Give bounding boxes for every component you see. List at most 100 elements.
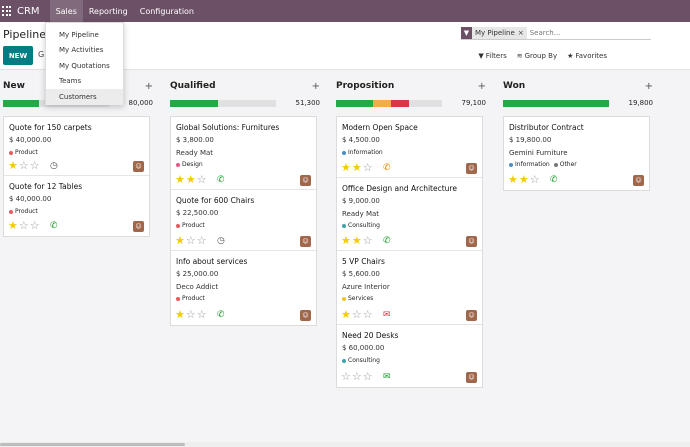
star-icon[interactable]: ★	[518, 173, 529, 186]
avatar[interactable]: ☺	[300, 310, 311, 321]
star-icon[interactable]: ★	[351, 161, 362, 174]
horizontal-scrollbar[interactable]	[0, 442, 690, 447]
quick-create-plus-icon[interactable]: +	[477, 81, 486, 92]
filters-button[interactable]: ▼ Filters	[478, 52, 506, 60]
star-icon[interactable]: ☆	[29, 159, 40, 172]
avatar[interactable]: ☺	[133, 161, 144, 172]
kanban-card[interactable]: Need 20 Desks $ 60,000.00 Consulting ☆ ☆ ☆ ✉ ☺	[337, 325, 482, 387]
phone-icon[interactable]: ✆	[383, 236, 391, 246]
star-icon[interactable]: ☆	[185, 308, 196, 321]
clock-icon[interactable]: ◷	[50, 161, 58, 171]
progress-segment[interactable]	[336, 100, 374, 107]
generate-leads-button[interactable]: Gl	[38, 50, 47, 59]
star-icon[interactable]: ★	[8, 159, 18, 172]
app-grid-icon[interactable]	[2, 6, 14, 16]
quick-create-plus-icon[interactable]: +	[311, 81, 320, 92]
star-icon[interactable]: ☆	[362, 234, 373, 247]
star-icon[interactable]: ☆	[351, 308, 362, 321]
avatar[interactable]: ☺	[466, 163, 477, 174]
favorites-button[interactable]: ★ Favorites	[567, 52, 607, 60]
column-header[interactable]: New +	[3, 81, 153, 95]
card-tags: Product	[176, 295, 205, 302]
quick-create-plus-icon[interactable]: +	[144, 81, 153, 92]
star-icon[interactable]: ★	[341, 308, 351, 321]
search-input[interactable]	[529, 28, 600, 37]
app-brand[interactable]: CRM	[17, 5, 40, 17]
kanban-card[interactable]: Quote for 150 carpets $ 40,000.00 Product ★…	[4, 117, 149, 176]
star-icon[interactable]: ★	[175, 173, 185, 186]
envelope-icon[interactable]: ✉	[383, 372, 391, 382]
avatar[interactable]: ☺	[300, 175, 311, 186]
kanban-card[interactable]: Quote for 12 Tables $ 40,000.00 Product ★ ☆ ☆…	[4, 176, 149, 236]
star-icon[interactable]: ☆	[196, 308, 207, 321]
menu-item-teams[interactable]: Teams	[59, 77, 82, 86]
star-icon[interactable]: ★	[508, 173, 518, 186]
menu-sales[interactable]: Sales	[49, 0, 83, 22]
star-icon[interactable]: ☆	[18, 219, 29, 232]
menu-item-my-activities[interactable]: My Activities	[59, 46, 104, 55]
star-icon[interactable]: ☆	[362, 370, 373, 383]
avatar[interactable]: ☺	[466, 310, 477, 321]
star-icon[interactable]: ★	[175, 234, 185, 247]
star-icon[interactable]: ☆	[196, 234, 207, 247]
progress-segment[interactable]	[3, 100, 40, 107]
phone-icon[interactable]: ✆	[217, 175, 225, 185]
kanban-card[interactable]: Office Design and Architecture $ 9,000.00…	[337, 178, 482, 251]
column-progress-bar[interactable]	[336, 100, 442, 107]
menu-item-my-quotations[interactable]: My Quotations	[59, 61, 110, 70]
kanban-card[interactable]: Quote for 600 Chairs $ 22,500.00 Product ★ ☆…	[171, 190, 316, 251]
column-total: 51,300	[295, 99, 321, 107]
avatar[interactable]: ☺	[133, 221, 144, 232]
envelope-icon[interactable]: ✉	[383, 310, 391, 320]
kanban-card[interactable]: Modern Open Space $ 4,500.00 Information ★ ★…	[337, 117, 482, 178]
avatar[interactable]: ☺	[633, 175, 644, 186]
progress-segment[interactable]	[373, 100, 392, 107]
star-icon[interactable]: ★	[341, 234, 351, 247]
star-icon[interactable]: ☆	[529, 173, 540, 186]
column-header[interactable]: Won +	[503, 81, 653, 95]
scrollbar-thumb[interactable]	[0, 443, 185, 446]
groupby-button[interactable]: ≋ Group By	[517, 52, 557, 60]
avatar[interactable]: ☺	[300, 236, 311, 247]
progress-segment[interactable]	[391, 100, 410, 107]
star-icon[interactable]: ☆	[362, 308, 373, 321]
kanban-card[interactable]: Distributor Contract $ 19,800.00 Gemini Fu…	[504, 117, 649, 190]
column-header[interactable]: Qualified +	[170, 81, 320, 95]
star-icon[interactable]: ★	[175, 308, 185, 321]
facet-remove-icon[interactable]: ×	[517, 28, 524, 37]
phone-icon[interactable]: ✆	[383, 163, 391, 173]
star-icon[interactable]: ☆	[185, 234, 196, 247]
phone-icon[interactable]: ✆	[217, 310, 225, 320]
menu-item-customers[interactable]: Customers	[46, 89, 123, 105]
column-progress-bar[interactable]	[170, 100, 276, 107]
star-icon[interactable]: ☆	[351, 370, 362, 383]
menu-item-my-pipeline[interactable]: My Pipeline	[59, 30, 99, 39]
clock-icon[interactable]: ◷	[217, 236, 225, 246]
kanban-card[interactable]: 5 VP Chairs $ 5,600.00 Azure Interior Servi…	[337, 251, 482, 325]
star-icon[interactable]: ★	[351, 234, 362, 247]
star-icon[interactable]: ☆	[341, 370, 351, 383]
star-icon[interactable]: ☆	[362, 161, 373, 174]
progress-segment[interactable]	[503, 100, 609, 107]
star-icon[interactable]: ☆	[29, 219, 40, 232]
phone-icon[interactable]: ✆	[550, 175, 558, 185]
star-icon[interactable]: ★	[8, 219, 18, 232]
column-header[interactable]: Proposition +	[336, 81, 486, 95]
menu-reporting[interactable]: Reporting	[88, 6, 128, 16]
star-icon[interactable]: ☆	[18, 159, 29, 172]
avatar[interactable]: ☺	[466, 372, 477, 383]
star-icon[interactable]: ★	[185, 173, 196, 186]
new-button[interactable]: NEW	[3, 46, 33, 65]
kanban-card[interactable]: Info about services $ 25,000.00 Deco Addic…	[171, 251, 316, 325]
tag-color-dot	[9, 209, 13, 214]
menu-configuration[interactable]: Configuration	[139, 6, 195, 16]
progress-segment[interactable]	[170, 100, 218, 107]
star-icon[interactable]: ★	[341, 161, 351, 174]
kanban-card[interactable]: Global Solutions: Furnitures $ 3,800.00 Re…	[171, 117, 316, 190]
quick-create-plus-icon[interactable]: +	[644, 81, 653, 92]
card-list: Global Solutions: Furnitures $ 3,800.00 Re…	[170, 116, 317, 326]
star-icon[interactable]: ☆	[196, 173, 207, 186]
column-progress-bar[interactable]	[503, 100, 609, 107]
phone-icon[interactable]: ✆	[50, 221, 58, 231]
avatar[interactable]: ☺	[466, 236, 477, 247]
